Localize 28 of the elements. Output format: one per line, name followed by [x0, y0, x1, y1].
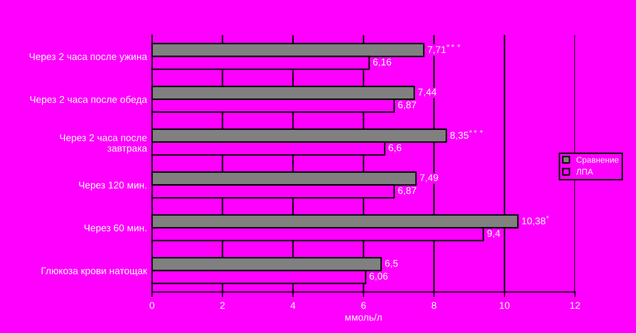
data-label: 6,6 [388, 144, 402, 152]
data-label: 10,38$^{*}$ [522, 216, 550, 226]
legend-label: Сравнение [576, 156, 619, 164]
x-tick-label: 8 [432, 302, 436, 309]
data-label: 7,44 [418, 88, 436, 97]
data-label: 6,06 [370, 272, 388, 281]
y-tick-label: Глюкоза крови натощак [42, 267, 148, 276]
x-tick-label: 12 [570, 302, 580, 309]
y-tick-label: Через 2 часа после обеда [30, 96, 148, 105]
x-axis-title: ммоль/л [345, 314, 382, 321]
data-label: 9,4 [487, 230, 500, 238]
y-tick-label: Через 60 мин. [84, 224, 146, 234]
x-tick-label: 6 [361, 302, 366, 309]
x-tick-label: 2 [220, 302, 225, 309]
data-label: 6,16 [373, 58, 392, 67]
data-label: 8,35$^{***}$ [450, 130, 483, 140]
x-tick-label: 4 [290, 302, 296, 309]
legend-label: ЛПА [576, 168, 594, 175]
data-label: 6,87 [398, 101, 416, 110]
x-tick-label: 10 [500, 302, 510, 309]
data-label: 7,49 [420, 174, 438, 182]
y-tick-label: Через 120 мин. [79, 182, 146, 190]
data-label: 6,5 [385, 260, 398, 268]
data-label: 7,71$^{***}$ [428, 44, 460, 54]
y-tick-label: Через 2 часа после ужина [30, 53, 148, 62]
x-tick-label: 0 [150, 302, 154, 309]
y-tick-label: Через 2 часа после завтрака [60, 134, 148, 154]
data-label: 6,87 [398, 187, 416, 196]
